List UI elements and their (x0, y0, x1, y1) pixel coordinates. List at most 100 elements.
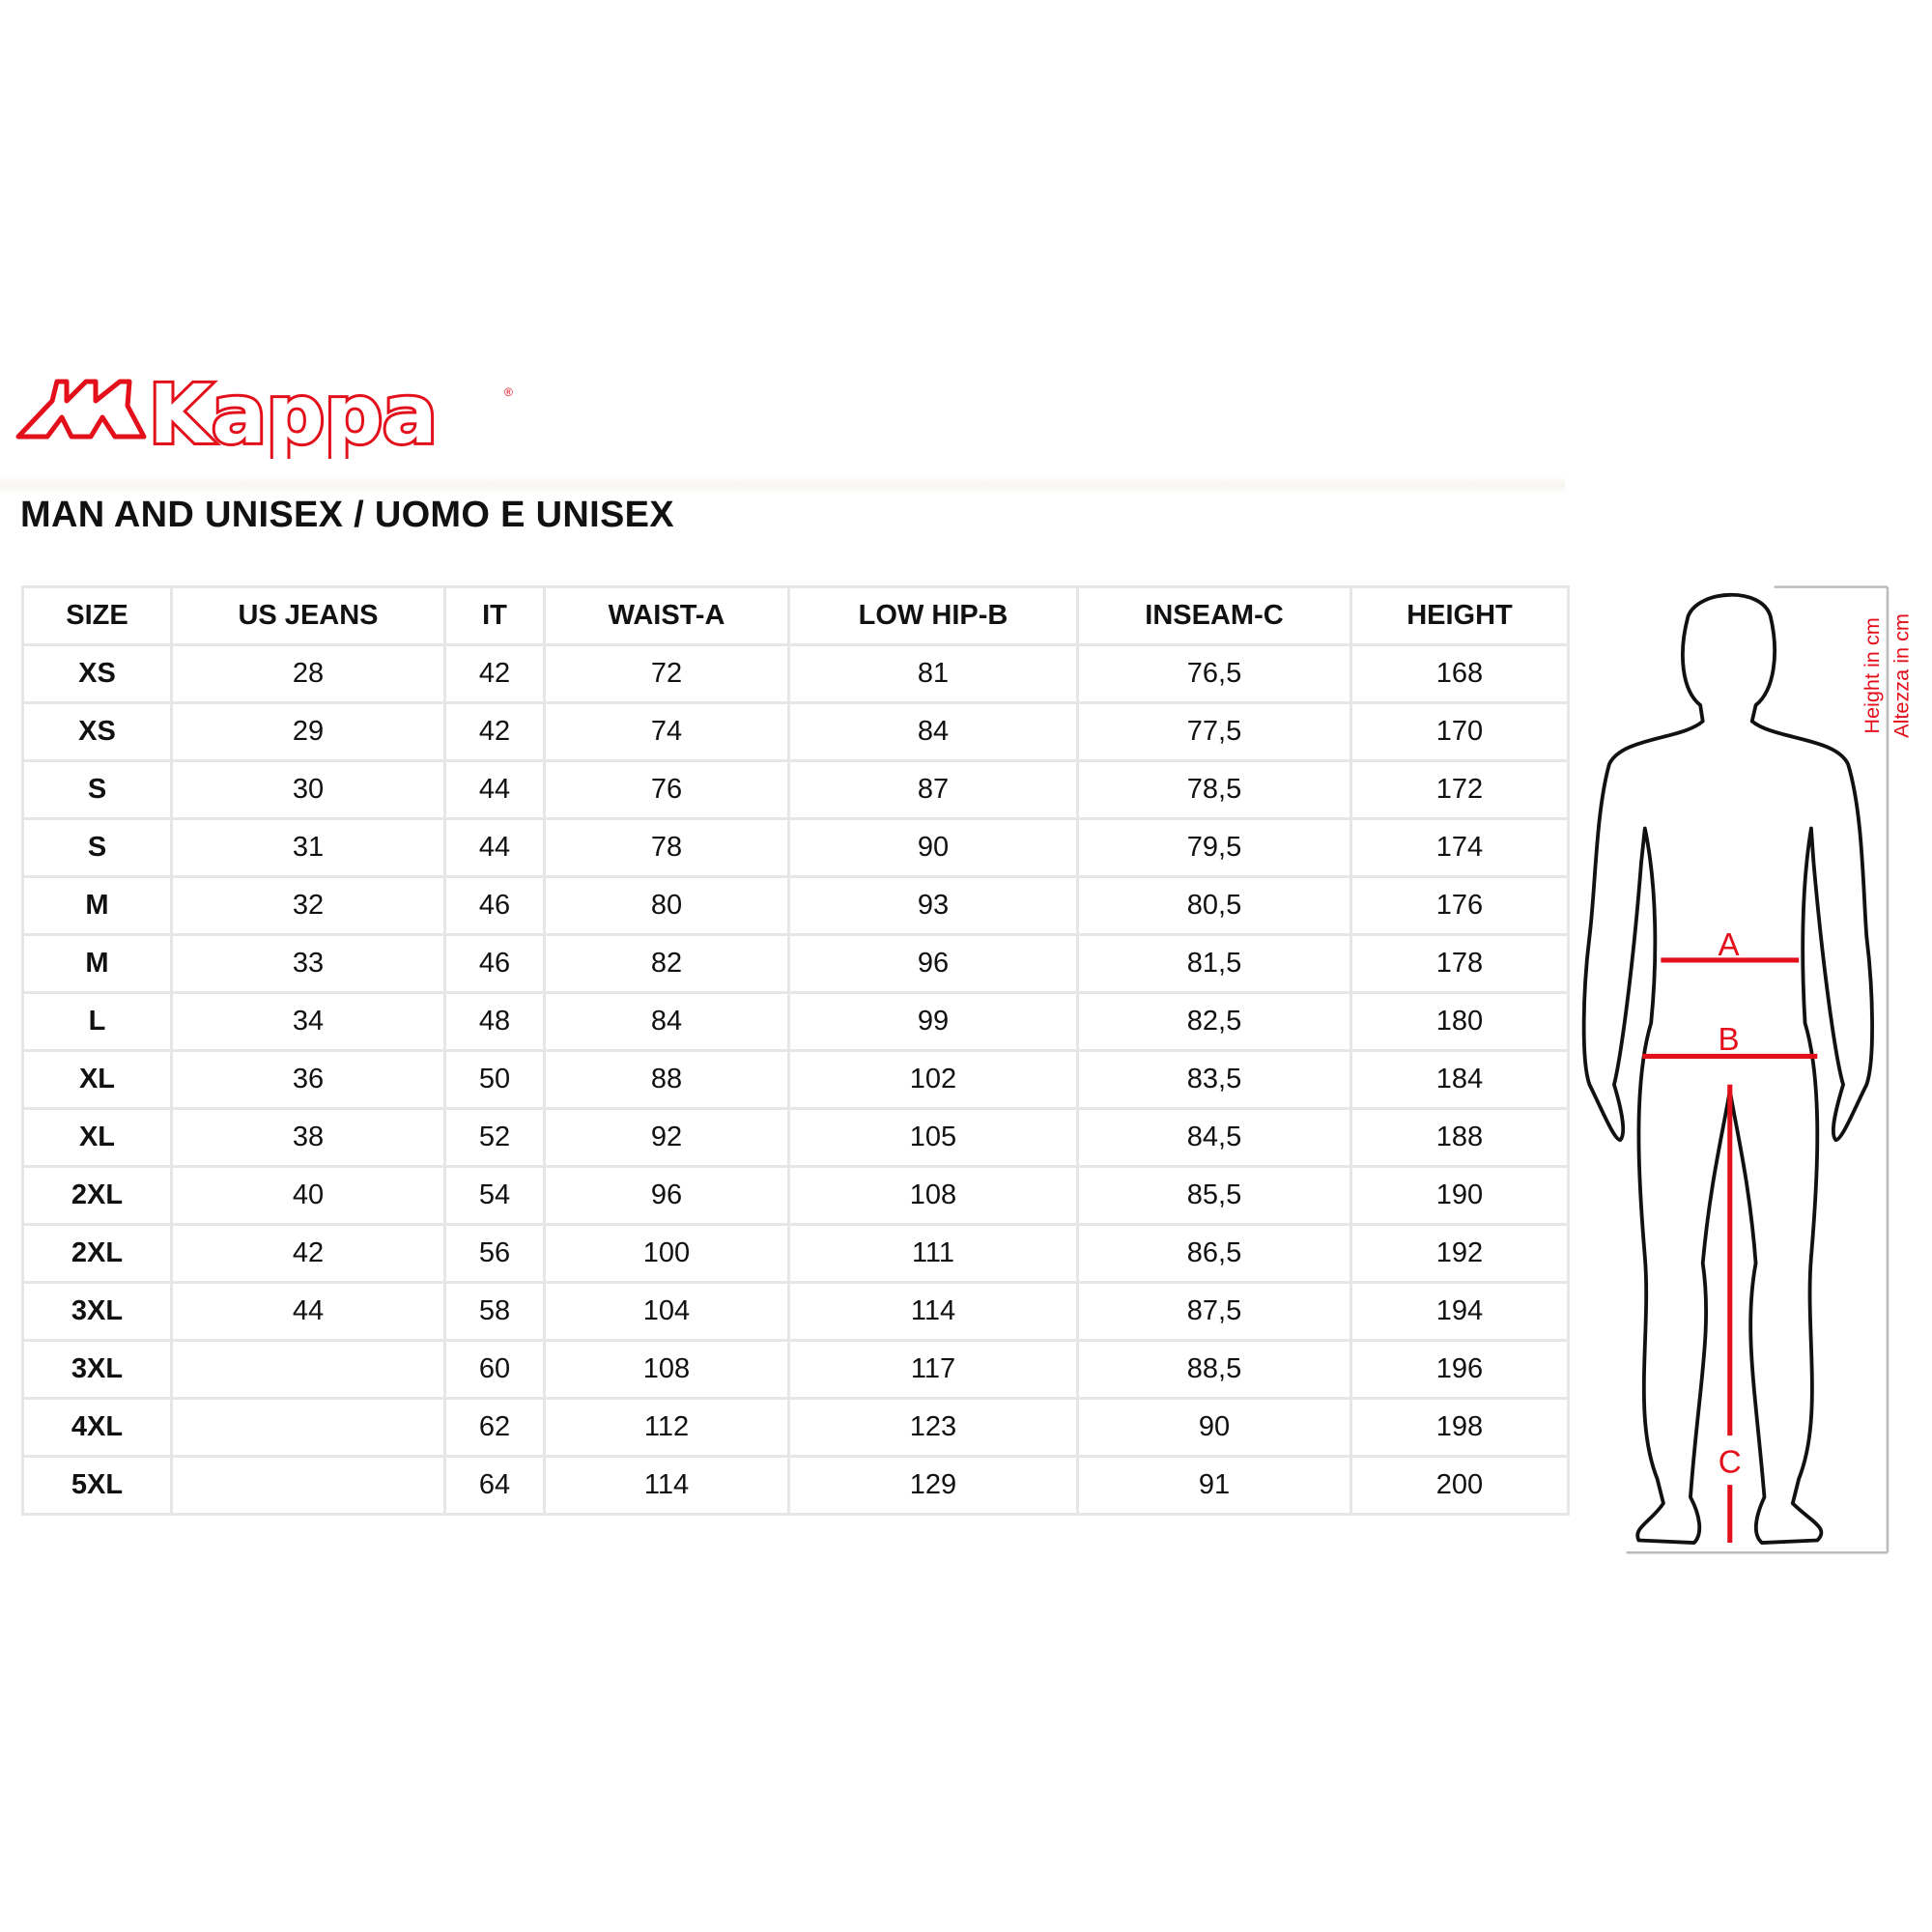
table-cell: 60 (443, 1339, 546, 1400)
table-cell (170, 1397, 446, 1458)
height-label-en: Height in cm (1860, 617, 1884, 733)
table-cell: 172 (1350, 759, 1570, 820)
table-cell: 44 (443, 759, 546, 820)
table-cell: 64 (443, 1455, 546, 1516)
table-header-row: SIZE US JEANS IT WAIST-A LOW HIP-B INSEAM-C HE… (21, 585, 1570, 646)
table-cell: 79,5 (1076, 817, 1352, 878)
size-cell: 4XL (21, 1397, 173, 1458)
table-cell: 34 (170, 991, 446, 1052)
table-cell: 28 (170, 643, 446, 704)
table-cell: 29 (170, 701, 446, 762)
table-cell: 194 (1350, 1281, 1570, 1342)
table-cell: 123 (787, 1397, 1079, 1458)
table-cell: 32 (170, 875, 446, 936)
table-cell: 85,5 (1076, 1165, 1352, 1226)
size-cell: XS (21, 701, 173, 762)
table-cell: 86,5 (1076, 1223, 1352, 1284)
table-row: L 34 48 84 99 82,5 180 (21, 991, 1570, 1052)
table-row: 3XL 44 58 104 114 87,5 194 (21, 1281, 1570, 1342)
table-row: 2XL 42 56 100 111 86,5 192 (21, 1223, 1570, 1284)
table-cell: 38 (170, 1107, 446, 1168)
table-cell: 111 (787, 1223, 1079, 1284)
table-cell: 192 (1350, 1223, 1570, 1284)
kappa-omini-icon (15, 379, 147, 440)
column-header: LOW HIP-B (787, 585, 1079, 646)
table-cell: 81 (787, 643, 1079, 704)
table-cell: 48 (443, 991, 546, 1052)
divider (0, 476, 1565, 494)
table-row: 3XL 60 108 117 88,5 196 (21, 1339, 1570, 1400)
table-cell: 46 (443, 933, 546, 994)
table-row: XS 28 42 72 81 76,5 168 (21, 643, 1570, 704)
size-cell: L (21, 991, 173, 1052)
size-table: SIZE US JEANS IT WAIST-A LOW HIP-B INSEAM-C HE… (21, 585, 1570, 1516)
table-cell: 78,5 (1076, 759, 1352, 820)
table-cell: 81,5 (1076, 933, 1352, 994)
column-header: SIZE (21, 585, 173, 646)
size-cell: 2XL (21, 1165, 173, 1226)
table-cell: 82 (543, 933, 790, 994)
table-cell: 30 (170, 759, 446, 820)
table-cell: 102 (787, 1049, 1079, 1110)
table-cell: 114 (787, 1281, 1079, 1342)
table-row: S 30 44 76 87 78,5 172 (21, 759, 1570, 820)
table-cell: 52 (443, 1107, 546, 1168)
table-cell: 76,5 (1076, 643, 1352, 704)
table-cell: 80 (543, 875, 790, 936)
table-cell: 44 (443, 817, 546, 878)
table-cell: 44 (170, 1281, 446, 1342)
table-cell: 74 (543, 701, 790, 762)
table-cell: 188 (1350, 1107, 1570, 1168)
table-cell: 176 (1350, 875, 1570, 936)
table-cell: 40 (170, 1165, 446, 1226)
size-cell: 3XL (21, 1281, 173, 1342)
table-cell: 108 (787, 1165, 1079, 1226)
table-cell: 78 (543, 817, 790, 878)
table-cell: 87,5 (1076, 1281, 1352, 1342)
table-cell: 77,5 (1076, 701, 1352, 762)
table-cell: 112 (543, 1397, 790, 1458)
size-cell: 3XL (21, 1339, 173, 1400)
table-cell: 83,5 (1076, 1049, 1352, 1110)
table-row: 5XL 64 114 129 91 200 (21, 1455, 1570, 1516)
size-cell: M (21, 933, 173, 994)
table-cell: 36 (170, 1049, 446, 1110)
table-row: 2XL 40 54 96 108 85,5 190 (21, 1165, 1570, 1226)
size-cell: XL (21, 1107, 173, 1168)
table-cell: 80,5 (1076, 875, 1352, 936)
table-row: S 31 44 78 90 79,5 174 (21, 817, 1570, 878)
table-cell (170, 1339, 446, 1400)
table-cell: 100 (543, 1223, 790, 1284)
table-cell: 96 (543, 1165, 790, 1226)
table-cell: 72 (543, 643, 790, 704)
human-silhouette-icon (1581, 592, 1874, 1545)
label-c: C (1719, 1444, 1742, 1480)
column-header: WAIST-A (543, 585, 790, 646)
size-cell: 5XL (21, 1455, 173, 1516)
table-cell: 82,5 (1076, 991, 1352, 1052)
table-cell: 168 (1350, 643, 1570, 704)
table-cell: 105 (787, 1107, 1079, 1168)
table-row: XS 29 42 74 84 77,5 170 (21, 701, 1570, 762)
size-cell: XS (21, 643, 173, 704)
table-cell: 87 (787, 759, 1079, 820)
table-cell: 170 (1350, 701, 1570, 762)
table-cell (170, 1455, 446, 1516)
table-cell: 184 (1350, 1049, 1570, 1110)
label-b: B (1718, 1022, 1739, 1058)
table-cell: 46 (443, 875, 546, 936)
logo-wordmark: Kappa (149, 367, 438, 459)
table-cell: 196 (1350, 1339, 1570, 1400)
table-cell: 33 (170, 933, 446, 994)
table-cell: 198 (1350, 1397, 1570, 1458)
height-label-it: Altezza in cm (1889, 613, 1914, 738)
table-cell: 84 (787, 701, 1079, 762)
table-cell: 174 (1350, 817, 1570, 878)
column-header: IT (443, 585, 546, 646)
kappa-logo: Kappa ® (15, 367, 513, 459)
size-cell: S (21, 817, 173, 878)
table-cell: 129 (787, 1455, 1079, 1516)
svg-text:®: ® (504, 385, 513, 399)
table-row: M 32 46 80 93 80,5 176 (21, 875, 1570, 936)
table-cell: 117 (787, 1339, 1079, 1400)
